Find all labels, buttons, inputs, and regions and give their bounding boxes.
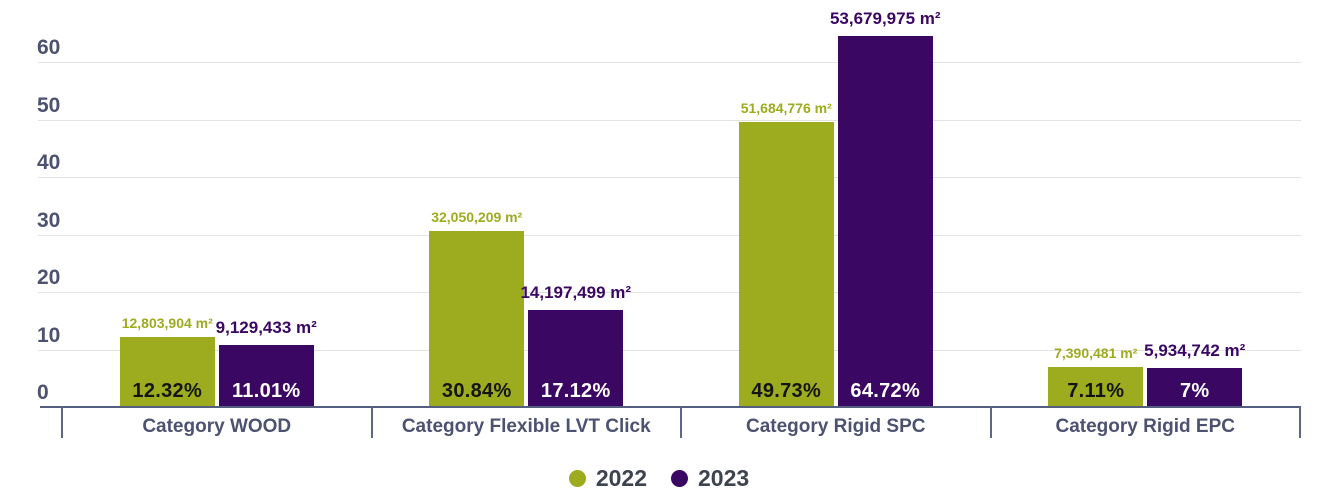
gridline bbox=[38, 119, 1301, 121]
x-axis-tick bbox=[680, 407, 682, 438]
bar-percent-label: 7% bbox=[1179, 380, 1210, 402]
bar-value-label: 14,197,499 m² bbox=[520, 282, 632, 302]
x-axis-tick bbox=[989, 407, 992, 438]
x-axis-line bbox=[40, 406, 1301, 408]
legend: 2022 2023 bbox=[0, 463, 1318, 493]
legend-item-2022[interactable]: 2022 bbox=[568, 464, 647, 492]
bar-value-label: 12,803,904 m² bbox=[121, 315, 213, 332]
bar-percent-label: 11.01% bbox=[231, 379, 301, 402]
legend-label-2023: 2023 bbox=[698, 464, 750, 491]
bar-2022-flexible-lvt: 30.84% bbox=[429, 230, 525, 408]
gridline bbox=[38, 62, 1301, 63]
bar-percent-label: 12.32% bbox=[132, 379, 203, 402]
bar-value-label: 5,934,742 m² bbox=[1144, 340, 1246, 360]
bar-2022-rigid-spc: 49.73% bbox=[738, 122, 834, 408]
gridline bbox=[38, 349, 1301, 351]
y-axis-tick-label: 0 bbox=[37, 381, 49, 404]
bar-percent-label: 30.84% bbox=[441, 379, 512, 402]
bar-value-label: 53,679,975 m² bbox=[829, 8, 941, 28]
bar-2023-rigid-epc: 7% bbox=[1147, 367, 1243, 408]
category-label-rigid-epc: Category Rigid EPC bbox=[1055, 416, 1235, 437]
y-axis-tick-label: 60 bbox=[37, 36, 61, 59]
bar-2023-wood: 11.01% bbox=[218, 344, 314, 408]
gridline bbox=[38, 292, 1301, 293]
bar-2023-rigid-spc: 64.72% bbox=[837, 35, 933, 408]
category-label-rigid-spc: Category Rigid SPC bbox=[746, 416, 926, 437]
x-axis-tick bbox=[61, 407, 63, 438]
bar-value-label: 9,129,433 m² bbox=[215, 317, 317, 337]
y-axis-tick-label: 50 bbox=[37, 93, 61, 117]
legend-swatch-2023-icon bbox=[671, 469, 688, 487]
legend-swatch-2022-icon bbox=[568, 469, 586, 487]
x-axis-tick bbox=[1299, 407, 1301, 438]
bar-2023-flexible-lvt: 17.12% bbox=[528, 309, 624, 408]
bar-2022-rigid-epc: 7.11% bbox=[1048, 367, 1144, 408]
y-axis-tick-label: 30 bbox=[37, 208, 61, 232]
legend-item-2023[interactable]: 2023 bbox=[671, 465, 749, 492]
category-label-wood: Category WOOD bbox=[142, 416, 292, 437]
legend-label-2022: 2022 bbox=[595, 464, 647, 491]
bar-percent-label: 7.11% bbox=[1067, 379, 1125, 402]
x-axis-tick bbox=[370, 407, 373, 438]
bar-percent-label: 49.73% bbox=[751, 379, 822, 402]
bar-value-label: 51,684,776 m² bbox=[740, 100, 832, 117]
y-axis-tick-label: 10 bbox=[37, 323, 61, 347]
gridline bbox=[38, 177, 1301, 178]
bar-value-label: 7,390,481 m² bbox=[1054, 345, 1138, 362]
y-axis-tick-label: 20 bbox=[37, 266, 61, 289]
bar-value-label: 32,050,209 m² bbox=[431, 208, 523, 225]
bar-percent-label: 64.72% bbox=[850, 379, 921, 402]
bar-percent-label: 17.12% bbox=[540, 379, 611, 402]
gridline bbox=[38, 234, 1301, 236]
category-label-flexible-lvt-click: Category Flexible LVT Click bbox=[401, 416, 651, 437]
bar-2022-wood: 12.32% bbox=[119, 337, 215, 408]
y-axis-tick-label: 40 bbox=[37, 151, 61, 174]
